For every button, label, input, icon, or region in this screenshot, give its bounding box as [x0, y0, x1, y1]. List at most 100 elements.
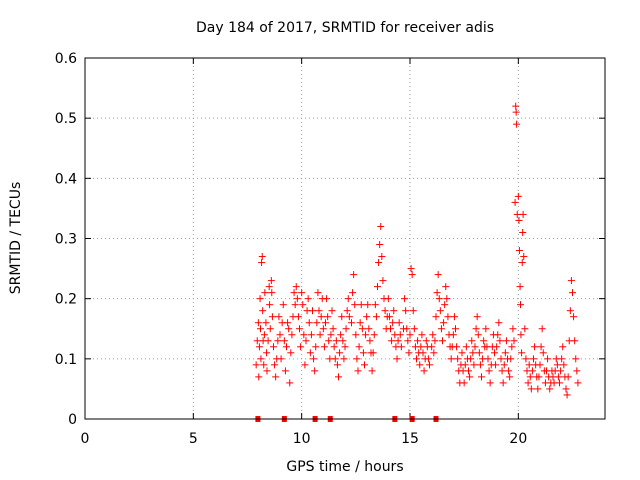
data-point	[442, 283, 450, 291]
data-point	[258, 253, 266, 261]
data-point	[333, 361, 341, 369]
data-point	[557, 367, 565, 375]
data-point	[509, 325, 517, 333]
data-point	[554, 373, 562, 381]
data-point	[372, 313, 380, 321]
data-point	[535, 373, 543, 381]
data-point	[263, 367, 271, 375]
data-point	[468, 337, 476, 345]
data-point	[511, 198, 519, 206]
data-point	[393, 355, 401, 363]
data-point	[453, 343, 461, 351]
data-point	[260, 331, 268, 339]
data-point	[315, 307, 323, 315]
data-point	[419, 349, 427, 357]
data-point	[276, 331, 284, 339]
data-point	[264, 337, 272, 345]
data-point	[266, 325, 274, 333]
data-point	[324, 313, 332, 321]
data-point	[322, 319, 329, 327]
data-point	[294, 313, 302, 321]
data-point	[317, 313, 325, 321]
data-point	[506, 373, 514, 381]
data-point	[514, 192, 522, 200]
data-point	[285, 325, 293, 333]
data-point	[362, 331, 370, 339]
data-point	[389, 319, 397, 327]
y-tick-label: 0.6	[55, 51, 77, 67]
x-tick-label: 0	[81, 431, 90, 447]
data-point	[544, 355, 552, 363]
data-point	[574, 379, 582, 387]
data-point	[495, 319, 503, 327]
data-point	[320, 343, 328, 351]
data-point	[397, 343, 405, 351]
plot-frame	[84, 57, 606, 420]
data-point	[405, 349, 413, 357]
data-point	[260, 361, 268, 369]
data-point	[520, 253, 528, 261]
data-point	[454, 355, 462, 363]
data-point	[512, 108, 520, 116]
data-point	[274, 337, 282, 345]
data-point	[447, 355, 455, 363]
data-point	[508, 343, 516, 351]
data-point	[440, 319, 448, 327]
data-point	[519, 228, 527, 236]
x-tick-label: 10	[293, 431, 311, 447]
data-point	[349, 289, 357, 297]
data-point	[429, 331, 437, 339]
data-point	[413, 355, 420, 363]
data-point	[374, 283, 381, 291]
data-point	[492, 361, 500, 369]
data-point	[352, 331, 360, 339]
data-point	[327, 331, 335, 339]
data-point	[310, 355, 318, 363]
data-point	[572, 355, 580, 363]
y-tick-label: 0	[68, 412, 77, 428]
data-point	[432, 313, 440, 321]
data-point	[493, 343, 501, 351]
data-point	[381, 307, 389, 315]
data-point	[287, 349, 295, 357]
data-point	[408, 271, 416, 279]
data-point	[517, 331, 525, 339]
data-point	[414, 337, 422, 345]
y-axis-label: SRMTID / TECUs	[8, 182, 24, 295]
data-point	[305, 319, 313, 327]
data-point	[407, 265, 415, 273]
data-point	[361, 361, 368, 369]
data-point	[363, 313, 371, 321]
data-point	[420, 367, 428, 375]
data-point	[571, 337, 579, 345]
data-point	[553, 361, 561, 369]
data-point	[470, 361, 478, 369]
data-point	[507, 355, 515, 363]
y-tick-label: 0.4	[55, 171, 77, 187]
data-point	[364, 301, 372, 309]
data-point	[268, 289, 276, 297]
data-point	[343, 307, 351, 315]
data-point	[449, 331, 457, 339]
x-axis-label: GPS time / hours	[286, 459, 403, 475]
data-layer	[252, 102, 582, 422]
data-point	[478, 373, 485, 381]
data-point	[357, 301, 365, 309]
data-point	[258, 259, 266, 267]
data-point	[341, 343, 349, 351]
data-point	[353, 355, 361, 363]
y-tick-label: 0.2	[55, 292, 77, 308]
data-point	[538, 325, 546, 333]
data-point	[430, 349, 438, 357]
data-point	[331, 355, 339, 363]
data-point	[292, 283, 300, 291]
data-point	[328, 307, 336, 315]
data-point	[570, 313, 578, 321]
data-point	[261, 289, 269, 297]
data-point	[354, 367, 362, 375]
data-point	[480, 337, 488, 345]
data-point	[286, 379, 294, 387]
data-point	[521, 325, 529, 333]
data-point	[277, 355, 285, 363]
